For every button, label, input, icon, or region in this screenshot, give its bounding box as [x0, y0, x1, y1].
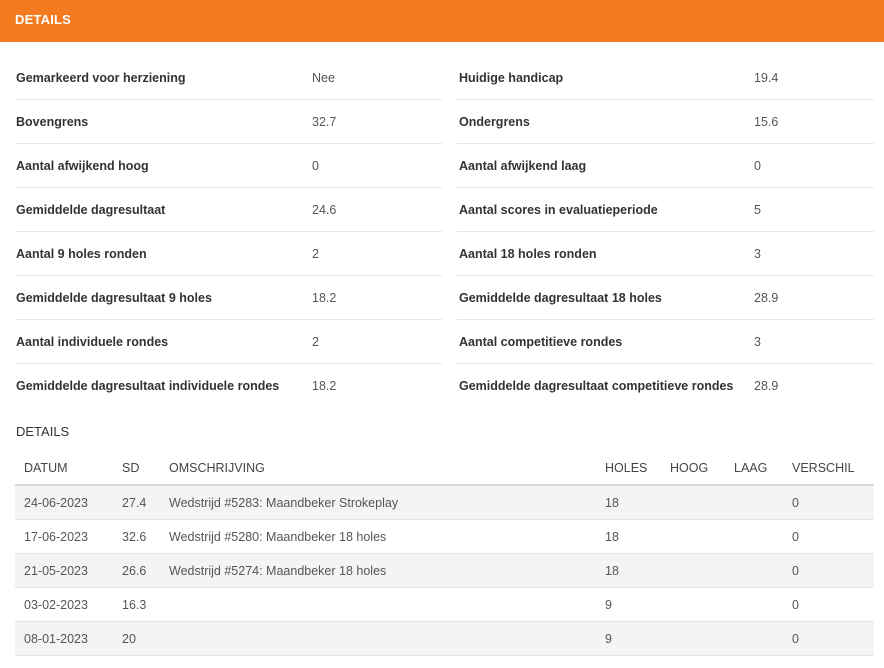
- stat-value: 0: [312, 159, 319, 173]
- stat-label: Gemiddelde dagresultaat: [16, 203, 166, 217]
- stat-label: Ondergrens: [459, 115, 530, 129]
- row-divider: [457, 275, 874, 276]
- cell-verschil: 0: [792, 496, 799, 510]
- table-row: 21-05-2023 26.6 Wedstrijd #5274: Maandbe…: [15, 554, 874, 588]
- cell-verschil: 0: [792, 598, 799, 612]
- cell-omschrijving: Wedstrijd #5283: Maandbeker Strokeplay: [169, 496, 399, 510]
- cell-sd: 16.3: [122, 598, 147, 612]
- cell-holes: 18: [605, 496, 619, 510]
- stat-value: 2: [312, 335, 319, 349]
- cell-sd: 20: [122, 632, 136, 646]
- column-header-sd[interactable]: SD: [122, 461, 140, 475]
- stat-row: Gemarkeerd voor herziening Nee Huidige h…: [0, 56, 884, 100]
- stat-value: 24.6: [312, 203, 337, 217]
- stats-grid: Gemarkeerd voor herziening Nee Huidige h…: [0, 56, 884, 408]
- cell-sd: 32.6: [122, 530, 147, 544]
- table-header: DATUM SD OMSCHRIJVING HOLES HOOG LAAG VE…: [15, 451, 874, 486]
- table-row: 24-06-2023 27.4 Wedstrijd #5283: Maandbe…: [15, 486, 874, 520]
- cell-datum: 17-06-2023: [24, 530, 88, 544]
- stat-value: 3: [754, 335, 761, 349]
- stat-value: 5: [754, 203, 761, 217]
- column-header-laag[interactable]: LAAG: [734, 461, 768, 475]
- cell-datum: 08-01-2023: [24, 632, 88, 646]
- cell-sd: 26.6: [122, 564, 147, 578]
- stat-label: Aantal 18 holes ronden: [459, 247, 597, 261]
- row-divider: [15, 231, 442, 232]
- stat-label: Aantal 9 holes ronden: [16, 247, 147, 261]
- cell-holes: 9: [605, 598, 612, 612]
- row-divider: [15, 319, 442, 320]
- stat-value: 18.2: [312, 291, 337, 305]
- stat-value: 19.4: [754, 71, 779, 85]
- stat-value: 2: [312, 247, 319, 261]
- stat-label: Aantal individuele rondes: [16, 335, 169, 349]
- stat-value: 15.6: [754, 115, 779, 129]
- table-row: 08-01-2023 20 9 0: [15, 622, 874, 656]
- stat-value: 28.9: [754, 291, 779, 305]
- stat-row: Aantal individuele rondes 2 Aantal compe…: [0, 320, 884, 364]
- stat-value: 3: [754, 247, 761, 261]
- column-header-omschrijving[interactable]: OMSCHRIJVING: [169, 461, 265, 475]
- cell-holes: 18: [605, 530, 619, 544]
- stat-row: Aantal 9 holes ronden 2 Aantal 18 holes …: [0, 232, 884, 276]
- cell-verschil: 0: [792, 530, 799, 544]
- stat-row: Bovengrens 32.7 Ondergrens 15.6: [0, 100, 884, 144]
- row-divider: [457, 319, 874, 320]
- stat-row: Gemiddelde dagresultaat 9 holes 18.2 Gem…: [0, 276, 884, 320]
- cell-datum: 03-02-2023: [24, 598, 88, 612]
- column-header-holes[interactable]: HOLES: [605, 461, 648, 475]
- cell-verschil: 0: [792, 564, 799, 578]
- stat-label: Gemiddelde dagresultaat competitieve ron…: [459, 379, 734, 393]
- stat-row: Gemiddelde dagresultaat 24.6 Aantal scor…: [0, 188, 884, 232]
- stat-value: Nee: [312, 71, 335, 85]
- stat-value: 32.7: [312, 115, 337, 129]
- table-row: 03-02-2023 16.3 9 0: [15, 588, 874, 622]
- details-table-body: 24-06-2023 27.4 Wedstrijd #5283: Maandbe…: [15, 486, 874, 656]
- details-section-title: DETAILS: [16, 424, 70, 439]
- stat-label: Aantal afwijkend hoog: [16, 159, 149, 173]
- row-divider: [457, 99, 874, 100]
- stat-value: 18.2: [312, 379, 337, 393]
- row-divider: [457, 187, 874, 188]
- cell-datum: 24-06-2023: [24, 496, 88, 510]
- stat-label: Gemarkeerd voor herziening: [16, 71, 186, 85]
- table-row: 17-06-2023 32.6 Wedstrijd #5280: Maandbe…: [15, 520, 874, 554]
- stat-value: 28.9: [754, 379, 779, 393]
- row-divider: [15, 275, 442, 276]
- column-header-verschil[interactable]: VERSCHIL: [792, 461, 855, 475]
- cell-datum: 21-05-2023: [24, 564, 88, 578]
- row-divider: [15, 99, 442, 100]
- row-divider: [457, 363, 874, 364]
- row-divider: [457, 143, 874, 144]
- cell-omschrijving: Wedstrijd #5280: Maandbeker 18 holes: [169, 530, 387, 544]
- stat-label: Bovengrens: [16, 115, 89, 129]
- stat-label: Huidige handicap: [459, 71, 564, 85]
- row-divider: [15, 187, 442, 188]
- row-divider: [15, 143, 442, 144]
- stat-label: Aantal scores in evaluatieperiode: [459, 203, 658, 217]
- stat-label: Gemiddelde dagresultaat 18 holes: [459, 291, 662, 305]
- stat-value: 0: [754, 159, 761, 173]
- stat-row: Gemiddelde dagresultaat individuele rond…: [0, 364, 884, 408]
- cell-holes: 18: [605, 564, 619, 578]
- cell-sd: 27.4: [122, 496, 147, 510]
- stat-label: Gemiddelde dagresultaat 9 holes: [16, 291, 212, 305]
- cell-omschrijving: Wedstrijd #5274: Maandbeker 18 holes: [169, 564, 387, 578]
- stat-label: Aantal competitieve rondes: [459, 335, 623, 349]
- stat-label: Gemiddelde dagresultaat individuele rond…: [16, 379, 280, 393]
- cell-verschil: 0: [792, 632, 799, 646]
- stat-row: Aantal afwijkend hoog 0 Aantal afwijkend…: [0, 144, 884, 188]
- row-divider: [15, 363, 442, 364]
- cell-holes: 9: [605, 632, 612, 646]
- column-header-datum[interactable]: DATUM: [24, 461, 68, 475]
- stat-label: Aantal afwijkend laag: [459, 159, 587, 173]
- details-header-bar: DETAILS: [0, 0, 884, 42]
- column-header-hoog[interactable]: HOOG: [670, 461, 709, 475]
- header-title: DETAILS: [15, 12, 72, 27]
- row-divider: [457, 231, 874, 232]
